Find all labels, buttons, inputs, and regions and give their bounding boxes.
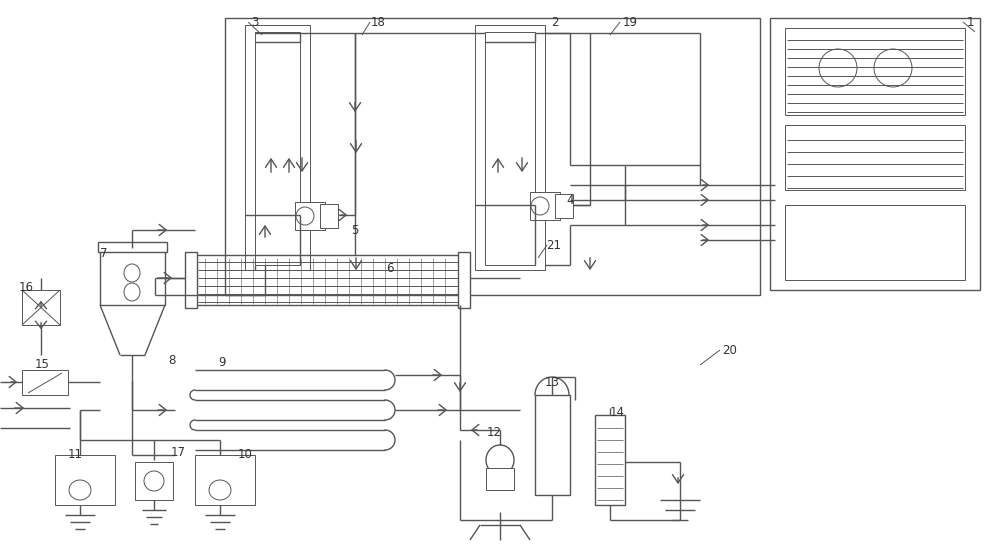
Text: 21: 21 [546, 239, 562, 251]
Ellipse shape [296, 207, 314, 225]
Text: 13: 13 [545, 376, 559, 390]
Ellipse shape [144, 471, 164, 491]
Text: 19: 19 [622, 16, 638, 28]
Text: 3: 3 [251, 16, 259, 28]
Text: 17: 17 [171, 446, 186, 459]
Ellipse shape [531, 197, 549, 215]
Text: 11: 11 [68, 449, 83, 461]
Bar [255, 32, 300, 265]
Bar [320, 204, 338, 228]
Bar [486, 468, 514, 490]
Ellipse shape [124, 264, 140, 282]
Bar [98, 242, 167, 252]
Text: 15: 15 [35, 358, 49, 370]
Bar [195, 255, 460, 305]
Bar [185, 252, 197, 308]
Text: 1: 1 [966, 16, 974, 28]
Ellipse shape [486, 445, 514, 475]
Text: 16: 16 [19, 280, 34, 294]
Ellipse shape [209, 480, 231, 500]
Text: 10: 10 [238, 449, 252, 461]
Ellipse shape [69, 480, 91, 500]
Bar [22, 290, 60, 325]
Text: 12: 12 [486, 426, 502, 439]
Bar [225, 18, 760, 295]
Bar [785, 28, 965, 115]
Bar [785, 205, 965, 280]
Bar [770, 18, 980, 290]
Bar [530, 192, 560, 220]
Text: 2: 2 [551, 16, 559, 28]
Text: 8: 8 [168, 354, 176, 366]
Text: 9: 9 [218, 355, 226, 369]
Bar [22, 370, 68, 395]
Ellipse shape [819, 49, 857, 87]
Bar [245, 25, 310, 270]
Text: 5: 5 [351, 224, 359, 236]
Bar [195, 455, 255, 505]
Bar [555, 194, 573, 218]
Bar [135, 462, 173, 500]
Bar [595, 415, 625, 505]
Bar [458, 252, 470, 308]
Text: 18: 18 [371, 16, 385, 28]
Bar [55, 455, 115, 505]
Ellipse shape [124, 283, 140, 301]
Bar [785, 125, 965, 190]
Text: 20: 20 [723, 344, 737, 356]
Text: 6: 6 [386, 261, 394, 275]
Text: 7: 7 [100, 246, 108, 260]
Bar [100, 248, 165, 305]
Text: 4: 4 [566, 193, 574, 206]
Bar [485, 32, 535, 265]
Text: 14: 14 [610, 405, 624, 419]
Ellipse shape [874, 49, 912, 87]
Bar [535, 395, 570, 495]
Bar [475, 25, 545, 270]
Bar [295, 202, 325, 230]
